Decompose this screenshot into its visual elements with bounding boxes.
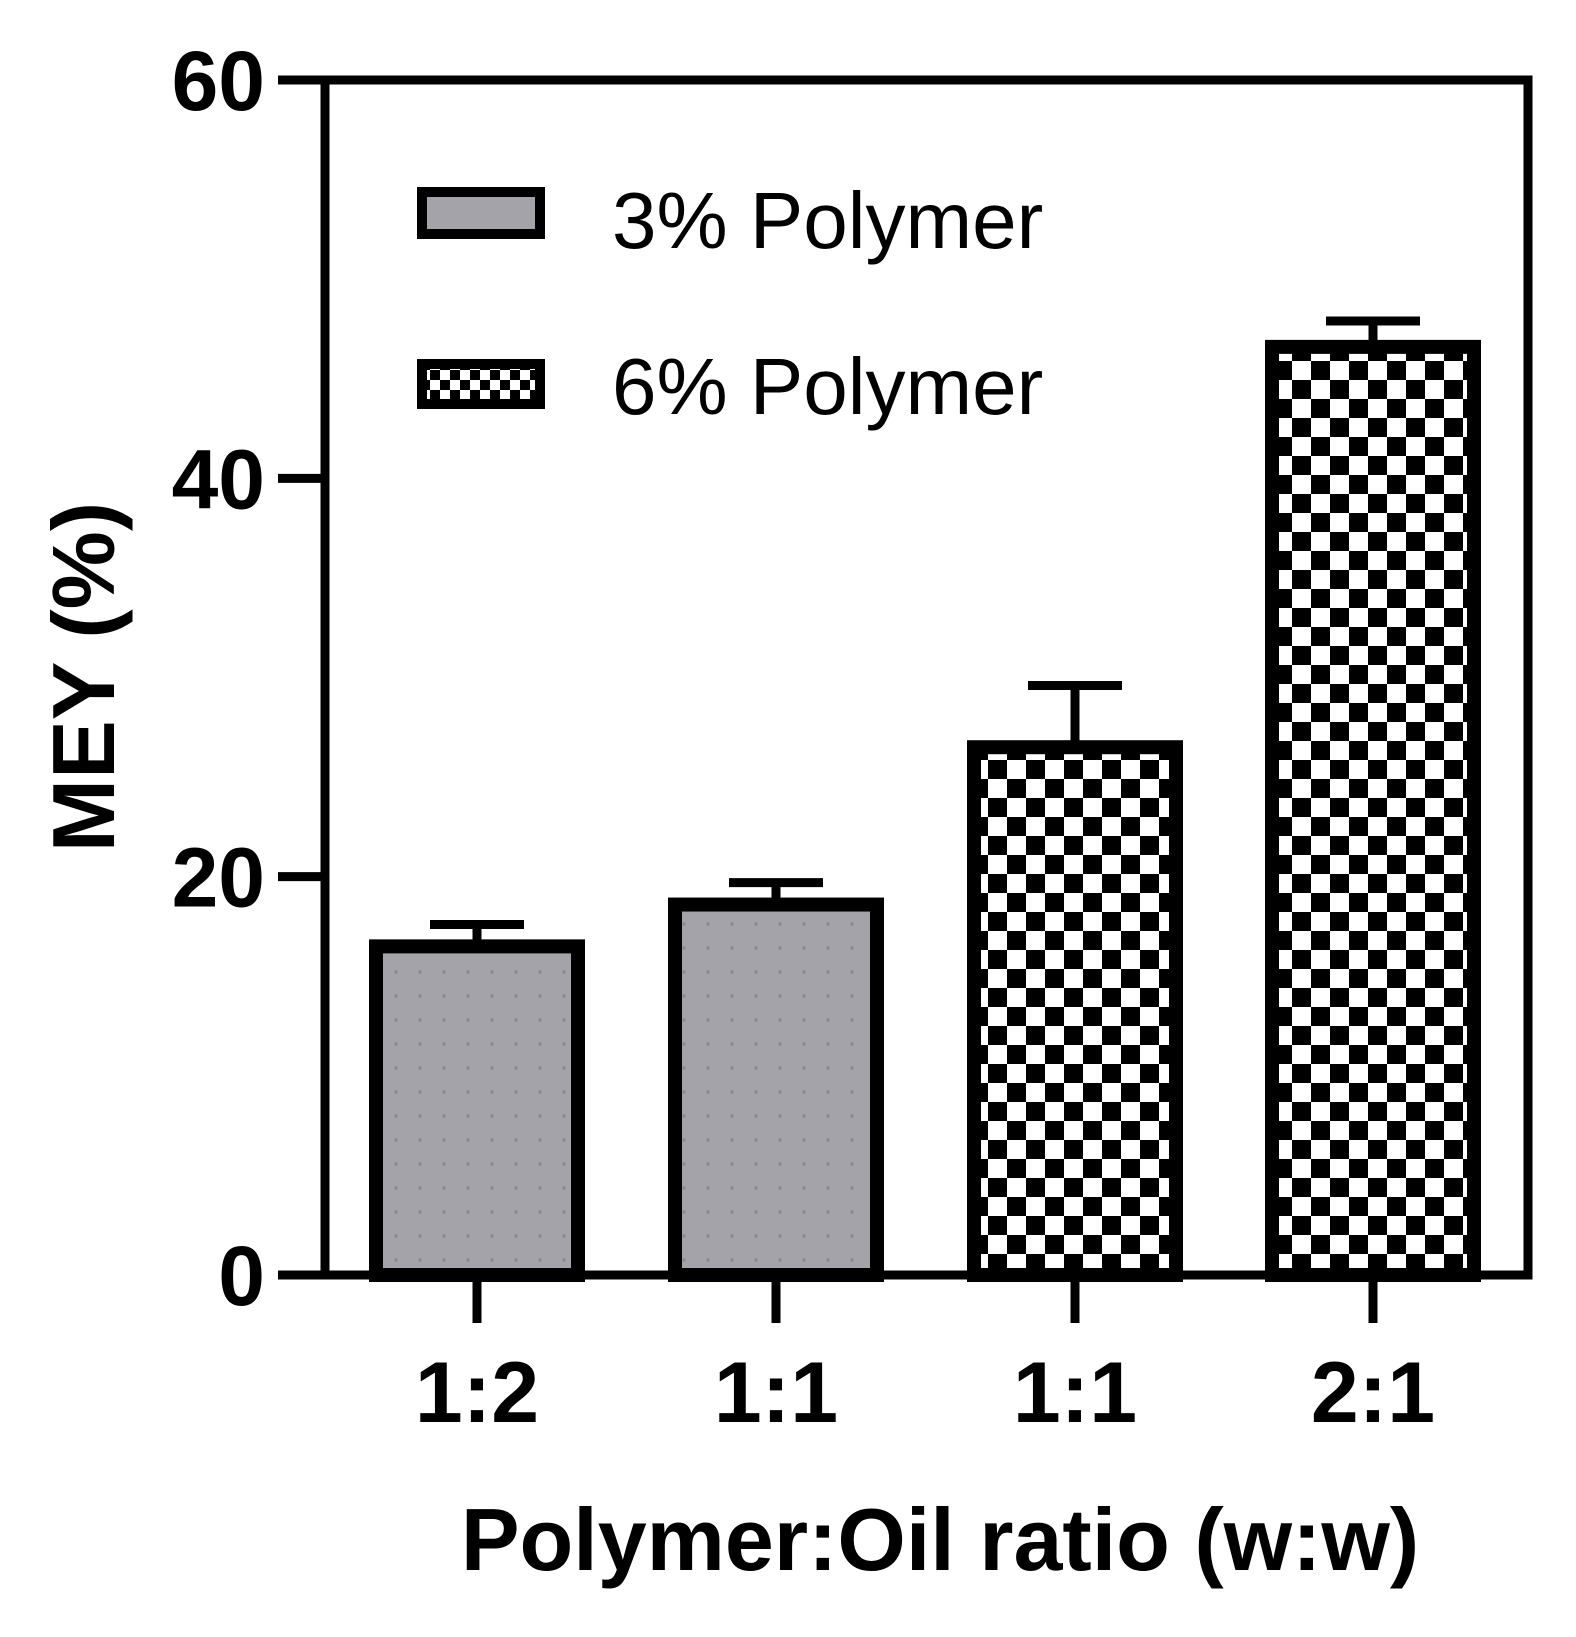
y-tick-label: 40 bbox=[172, 432, 265, 526]
y-tick-label: 20 bbox=[172, 831, 265, 925]
x-tick-label: 1:1 bbox=[1013, 1345, 1137, 1441]
legend-swatch-6pct bbox=[417, 359, 545, 409]
x-axis-ticks: 1:2 1:1 1:1 2:1 bbox=[415, 1275, 1435, 1441]
plot-frame bbox=[320, 75, 1533, 1280]
x-tick-label: 1:1 bbox=[714, 1345, 838, 1441]
y-tick-label: 0 bbox=[218, 1229, 265, 1323]
error-bars-layer bbox=[430, 316, 1420, 947]
legend-swatch-3pct bbox=[417, 187, 545, 239]
bar bbox=[967, 740, 1183, 1282]
x-tick-label: 2:1 bbox=[1311, 1345, 1435, 1441]
x-tick-label: 1:2 bbox=[415, 1345, 539, 1441]
bar bbox=[668, 897, 884, 1282]
legend: 3% Polymer 6% Polymer bbox=[417, 176, 1043, 431]
legend-label-3pct: 3% Polymer bbox=[612, 176, 1043, 265]
bars-layer bbox=[369, 339, 1481, 1282]
y-tick-label: 60 bbox=[172, 34, 265, 128]
y-axis-title: MEY (%) bbox=[34, 502, 133, 852]
y-axis-ticks: 0 20 40 60 bbox=[172, 34, 325, 1323]
x-axis-title: Polymer:Oil ratio (w:w) bbox=[461, 1490, 1419, 1589]
bar bbox=[369, 939, 585, 1282]
bar bbox=[1265, 339, 1481, 1282]
legend-label-6pct: 6% Polymer bbox=[612, 342, 1043, 431]
